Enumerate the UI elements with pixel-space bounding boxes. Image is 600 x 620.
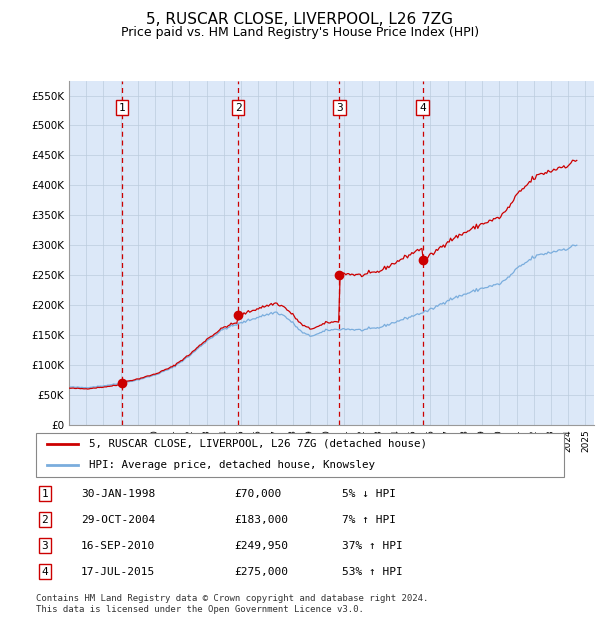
Text: £70,000: £70,000 [234, 489, 281, 498]
Text: 5% ↓ HPI: 5% ↓ HPI [342, 489, 396, 498]
Text: Price paid vs. HM Land Registry's House Price Index (HPI): Price paid vs. HM Land Registry's House … [121, 26, 479, 39]
Text: £249,950: £249,950 [234, 541, 288, 551]
Text: HPI: Average price, detached house, Knowsley: HPI: Average price, detached house, Know… [89, 460, 375, 470]
Text: Contains HM Land Registry data © Crown copyright and database right 2024.
This d: Contains HM Land Registry data © Crown c… [36, 595, 428, 614]
Text: 17-JUL-2015: 17-JUL-2015 [81, 567, 155, 577]
Text: 29-OCT-2004: 29-OCT-2004 [81, 515, 155, 525]
Text: 5, RUSCAR CLOSE, LIVERPOOL, L26 7ZG: 5, RUSCAR CLOSE, LIVERPOOL, L26 7ZG [146, 12, 454, 27]
Text: 3: 3 [336, 102, 343, 112]
Text: 2: 2 [235, 102, 242, 112]
Text: 53% ↑ HPI: 53% ↑ HPI [342, 567, 403, 577]
Text: 1: 1 [119, 102, 125, 112]
Text: 2: 2 [41, 515, 49, 525]
Text: 37% ↑ HPI: 37% ↑ HPI [342, 541, 403, 551]
Text: £183,000: £183,000 [234, 515, 288, 525]
Text: 7% ↑ HPI: 7% ↑ HPI [342, 515, 396, 525]
Text: 3: 3 [41, 541, 49, 551]
Text: £275,000: £275,000 [234, 567, 288, 577]
Text: 1: 1 [41, 489, 49, 498]
Text: 30-JAN-1998: 30-JAN-1998 [81, 489, 155, 498]
FancyBboxPatch shape [36, 433, 564, 477]
Text: 4: 4 [41, 567, 49, 577]
Text: 4: 4 [419, 102, 426, 112]
Text: 5, RUSCAR CLOSE, LIVERPOOL, L26 7ZG (detached house): 5, RUSCAR CLOSE, LIVERPOOL, L26 7ZG (det… [89, 439, 427, 449]
Text: 16-SEP-2010: 16-SEP-2010 [81, 541, 155, 551]
